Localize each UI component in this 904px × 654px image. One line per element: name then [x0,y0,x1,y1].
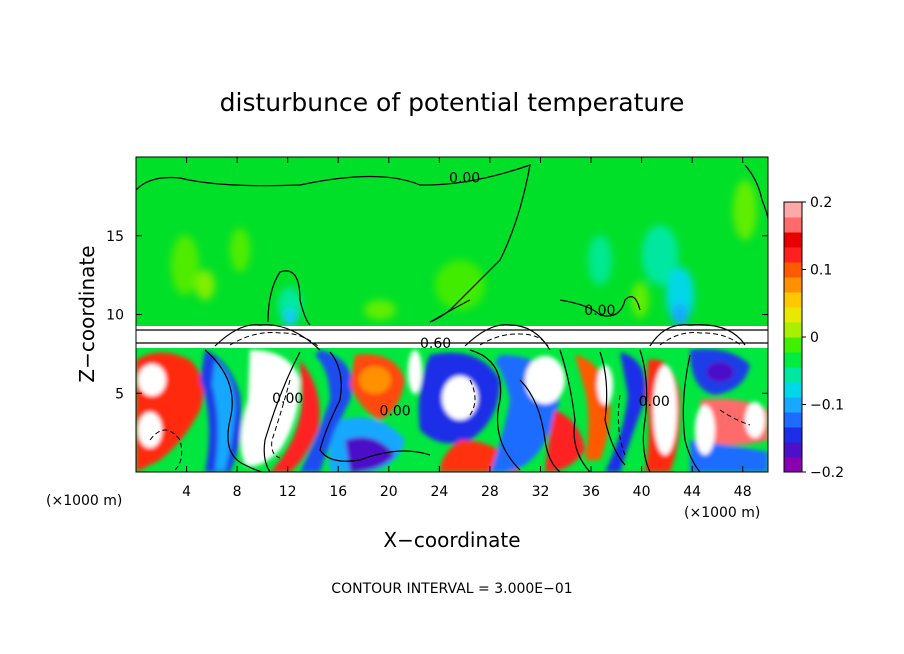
colorbar-segment [784,442,802,458]
contour-interval-note: CONTOUR INTERVAL = 3.000E−01 [331,581,572,597]
x-tick-label: 4 [182,484,191,500]
x-axis-unit-right: (×1000 m) [684,505,760,521]
colorbar-tick-label: −0.2 [810,465,844,481]
colorbar-segment [784,262,802,278]
x-tick-label: 24 [430,484,448,500]
upper-layer-anomalies [171,180,757,327]
x-tick-label: 44 [683,484,701,500]
colorbar-segment [784,382,802,398]
plot-area: 0.00 0.00 0.60 0.00 0.00 0.00 [136,157,768,472]
y-tick-label: 15 [106,229,124,245]
colorbar-segment [784,247,802,263]
x-tick-label: 32 [532,484,550,500]
x-axis-label: X−coordinate [383,528,520,552]
colorbar-segment [784,397,802,413]
x-tick-label: 28 [481,484,499,500]
y-axis: 5 10 15 [106,229,768,402]
x-tick-label: 48 [734,484,752,500]
colorbar-segment [784,202,802,218]
colorbar-segment [784,307,802,323]
x-tick-label: 12 [279,484,297,500]
contour-label: 0.00 [449,170,480,186]
y-tick-label: 5 [115,386,124,402]
colorbar-segment [784,457,802,473]
colorbar-tick-label: 0 [810,330,819,346]
colorbar-segment [784,232,802,248]
colorbar-segment [784,337,802,353]
colorbar-segment [784,367,802,383]
colorbar-segment [784,427,802,443]
colorbar-tick-label: −0.1 [810,398,844,414]
colorbar-segment [784,412,802,428]
x-tick-label: 20 [380,484,398,500]
colorbar-segment [784,352,802,368]
x-tick-label: 16 [329,484,347,500]
contour-label: 0.00 [584,303,615,319]
lower-layer-anomalies [136,349,768,472]
chart-title: disturbunce of potential temperature [220,88,685,117]
colorbar-segment [784,322,802,338]
contour-labels: 0.00 0.00 0.60 0.00 0.00 0.00 [272,170,670,419]
y-axis-label: Z−coordinate [75,245,99,382]
colorbar-segment [784,217,802,233]
contour-label: 0.00 [380,404,411,420]
contour-lines-dashed [149,332,751,471]
x-axis-unit-left: (×1000 m) [46,493,122,509]
colorbar-tick-label: 0.1 [810,263,832,279]
colorbar-segment [784,277,802,293]
colorbar-segment [784,292,802,308]
contour-label: 0.00 [639,394,670,410]
x-tick-label: 40 [633,484,651,500]
x-tick-label: 8 [233,484,242,500]
x-tick-label: 36 [582,484,600,500]
colorbar-tick-label: 0.2 [810,195,832,211]
contour-label: 0.60 [420,336,451,352]
y-tick-label: 10 [106,308,124,324]
colorbar: 0.2 0.1 0 −0.1 −0.2 [783,195,844,481]
contour-label: 0.00 [272,391,303,407]
x-axis: 4 8 12 16 20 24 28 32 36 40 44 48 [182,157,752,500]
